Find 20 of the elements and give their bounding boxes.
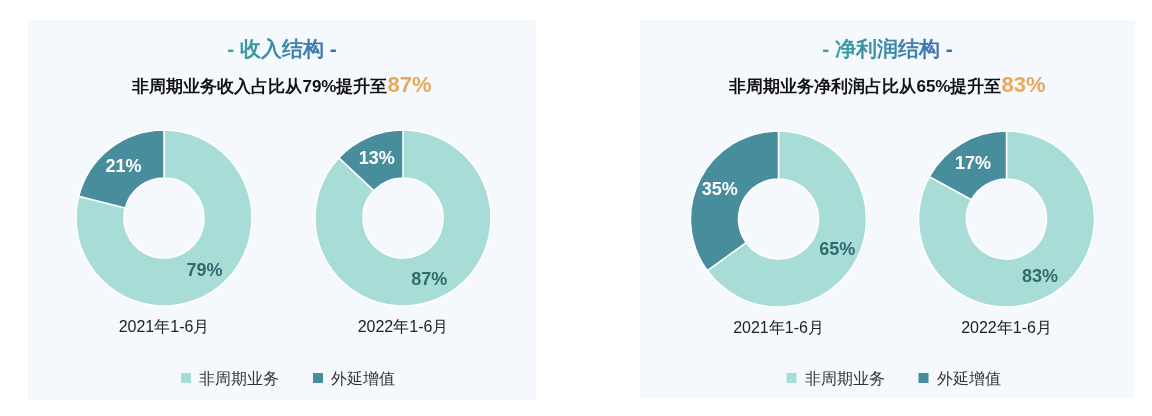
slice-label: 2021年1-6月	[118, 318, 210, 335]
legend-label: 外延增值	[331, 369, 395, 387]
chart-title: - 净利润结构 -	[822, 37, 953, 60]
data-label: 79%	[186, 260, 223, 281]
data-label: 35%	[701, 179, 738, 200]
chart-title: - 收入结构 -	[227, 37, 337, 60]
legend-label: 非周期业务	[804, 369, 885, 387]
slice-label: 2022年1-6月	[961, 319, 1052, 336]
data-label: 21%	[105, 156, 142, 177]
legend-label: 外延增值	[936, 369, 1001, 387]
chart-subtitle: 非周期业务净利润占比从65%提升至83%	[728, 72, 1046, 97]
slice-label: 2022年1-6月	[357, 318, 449, 335]
chart-subtitle: 非周期业务收入占比从79%提升至87%	[131, 72, 432, 97]
data-label: 17%	[954, 152, 991, 173]
slice-label: 2021年1-6月	[733, 319, 824, 336]
data-label: 87%	[411, 268, 448, 289]
legend-label: 非周期业务	[199, 369, 279, 387]
data-label: 13%	[358, 147, 395, 168]
data-label: 65%	[819, 239, 856, 260]
data-label: 83%	[1022, 266, 1059, 287]
